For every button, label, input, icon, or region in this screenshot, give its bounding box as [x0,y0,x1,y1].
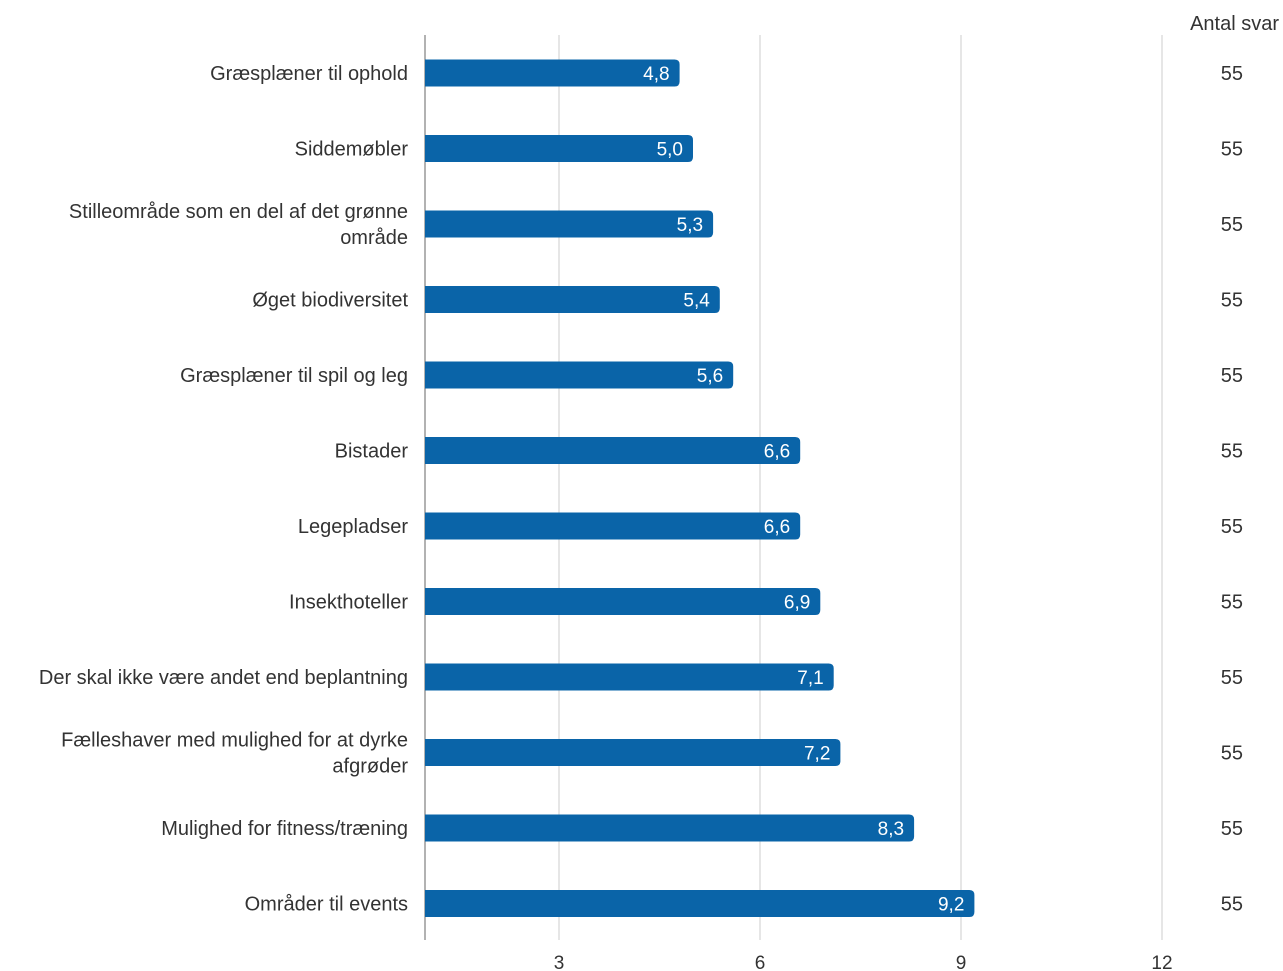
bar [425,512,801,540]
count-column: Antal svar 55 55 55 55 55 55 55 55 55 55 55 55 [1190,13,1279,916]
count-value: 55 [1221,365,1243,387]
x-axis-ticks: 3 6 9 12 [554,953,1173,971]
bar [425,210,714,238]
count-value: 55 [1221,818,1243,840]
bar [425,739,841,766]
bar [425,361,734,389]
count-value: 55 [1221,441,1243,463]
category-label: Bistader [335,441,409,463]
category-label: Der skal ikke være andet end beplantning [39,667,408,689]
count-value: 55 [1221,290,1243,312]
bar-value-label: 5,3 [677,215,703,236]
bar-value-label: 9,2 [938,895,964,916]
category-labels: Græsplæner til ophold Siddemøbler Stilleom… [39,63,409,916]
category-label: Insekthoteller [289,592,408,614]
bar-value-label: 6,6 [764,442,790,463]
x-tick-label: 9 [956,953,967,971]
count-value: 55 [1221,516,1243,538]
category-label: Øget biodiversitet [252,290,408,312]
bar-value-label: 4,8 [643,64,669,85]
bar-value-label: 5,0 [657,140,683,161]
bar [425,890,975,917]
bar-value-label: 8,3 [878,819,904,840]
count-value: 55 [1221,592,1243,614]
bars: 4,8 5,0 5,3 5,4 5,6 6,6 6,6 6,9 7,1 7,2 8,3 9,2 [425,59,975,917]
bar [425,663,834,691]
bar-value-label: 6,6 [764,517,790,538]
count-value: 55 [1221,743,1243,765]
x-tick-label: 3 [554,953,565,971]
category-label: Græsplæner til spil og leg [180,365,408,387]
category-label: Mulighed for fitness/træning [161,818,408,840]
bar [425,135,693,162]
x-tick-label: 6 [755,953,766,971]
count-value: 55 [1221,667,1243,689]
x-tick-label: 12 [1151,953,1172,971]
category-label: Fælleshaver med mulighed for at dyrke [61,730,408,752]
category-label: Legepladser [298,516,408,538]
count-column-header: Antal svar [1190,13,1279,35]
category-label: Siddemøbler [295,139,409,161]
bar-value-label: 7,2 [804,744,830,765]
category-label: område [340,227,408,249]
bar [425,286,720,313]
bar [425,59,680,87]
bar-value-label: 6,9 [784,593,810,614]
category-label: afgrøder [332,756,408,778]
count-value: 55 [1221,63,1243,85]
bar [425,814,915,842]
category-label: Områder til events [245,894,408,916]
count-value: 55 [1221,214,1243,236]
bar-value-label: 5,6 [697,366,723,387]
count-value: 55 [1221,894,1243,916]
gridlines [558,35,1163,940]
count-value: 55 [1221,139,1243,161]
bar [425,588,821,615]
category-label: Græsplæner til ophold [210,63,408,85]
bar-value-label: 5,4 [683,291,710,312]
bar [425,437,801,464]
category-label: Stilleområde som en del af det grønne [69,201,408,223]
bar-value-label: 7,1 [797,668,823,689]
